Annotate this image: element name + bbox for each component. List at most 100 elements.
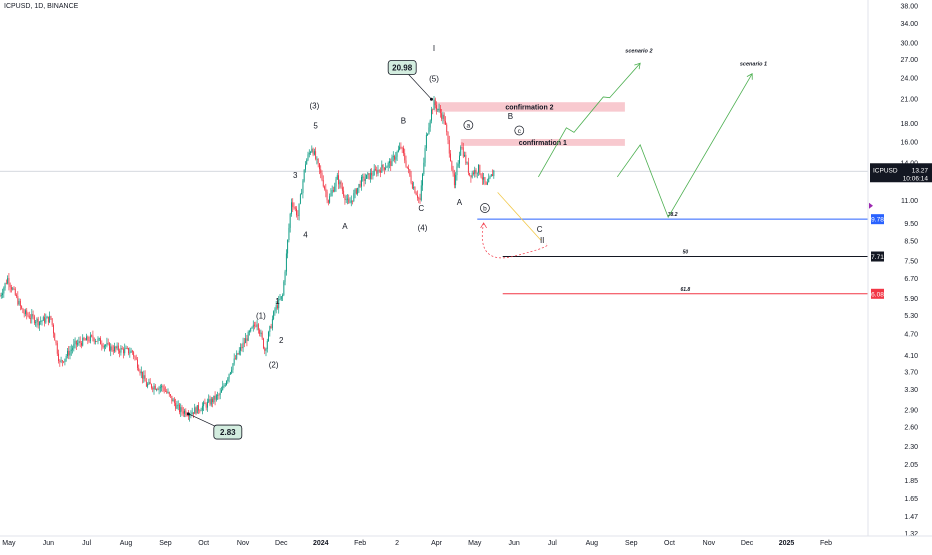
candle-body [229, 374, 230, 378]
candle-body [355, 189, 356, 193]
candle-body [67, 351, 68, 356]
candle-body [24, 313, 25, 314]
candle-body [253, 325, 254, 327]
candle-body [428, 127, 429, 133]
candle-body [425, 148, 426, 163]
candle-body [161, 386, 162, 387]
candle-body [127, 348, 128, 349]
candle-body [28, 315, 29, 316]
candle-body [56, 341, 57, 344]
price-tick-label: 1.85 [904, 478, 918, 485]
candle-body [187, 415, 188, 416]
candle-body [385, 168, 386, 170]
candle-body [148, 382, 149, 384]
candle-body [324, 186, 325, 188]
candle-body [418, 198, 419, 199]
candle-body [448, 132, 449, 140]
candle-body [454, 173, 455, 185]
candle-body [76, 341, 77, 345]
candle-body [484, 177, 485, 182]
candle-body [101, 344, 102, 346]
price-tick-label: 1.47 [904, 514, 918, 521]
candle-body [100, 338, 101, 344]
candle-body [7, 278, 8, 283]
candle-body [12, 289, 13, 290]
candle-body [376, 170, 377, 174]
candle-body [470, 175, 471, 177]
candle-body [486, 182, 487, 184]
candle-body [110, 346, 111, 350]
wave-label: A [457, 198, 463, 207]
candle-body [16, 295, 17, 296]
candle-body [188, 415, 189, 416]
candle-body [481, 174, 482, 177]
candle-body [379, 170, 380, 171]
candle-body [10, 285, 11, 287]
candle-body [357, 188, 358, 194]
candle-body [467, 163, 468, 164]
candle-body [78, 341, 79, 343]
wave-label: (1) [256, 311, 266, 320]
candle-body [90, 335, 91, 341]
candle-body [309, 153, 310, 154]
candle-body [216, 395, 217, 399]
candle-body [168, 392, 169, 393]
candle-body [225, 385, 226, 386]
candle-body [211, 399, 212, 405]
candle-body [474, 170, 475, 174]
callout-dot [430, 98, 433, 101]
candle-body [141, 372, 142, 374]
candle-body [441, 113, 442, 119]
candle-body [465, 155, 466, 163]
candle-body [87, 337, 88, 341]
candle-body [117, 346, 118, 349]
candle-body [92, 336, 93, 339]
candle-body [236, 353, 237, 359]
candle-body [318, 159, 319, 164]
candle-body [260, 333, 261, 334]
candle-body [250, 328, 251, 331]
candle-body [444, 115, 445, 121]
candle-body [259, 330, 260, 334]
candle-body [459, 156, 460, 164]
price-callout-text: 2.83 [220, 428, 236, 437]
candle-body [120, 348, 121, 353]
candle-body [180, 407, 181, 412]
candle-body [262, 333, 263, 339]
price-tick-label: 2.90 [904, 408, 918, 415]
candle-body [409, 169, 410, 175]
candle-body [201, 410, 202, 411]
candle-body [436, 105, 437, 109]
time-tick-label: Sep [159, 540, 172, 547]
candle-body [294, 207, 295, 208]
candle-body [473, 173, 474, 174]
candle-body [35, 322, 36, 323]
candle-body [390, 161, 391, 166]
candle-body [140, 371, 141, 373]
candle-body [453, 169, 454, 173]
candle-body [19, 301, 20, 304]
candle-body [64, 359, 65, 362]
time-tick-label: Apr [431, 540, 443, 547]
candle-body [437, 109, 438, 110]
candle-body [159, 388, 160, 390]
candle-body [166, 391, 167, 392]
wave-label: B [508, 112, 513, 121]
candle-body [290, 214, 291, 228]
candle-body [274, 309, 275, 311]
candle-body [264, 348, 265, 351]
candle-body [434, 100, 435, 110]
candle-body [282, 295, 283, 296]
candle-body [185, 411, 186, 415]
candle-body [406, 160, 407, 166]
candle-body [169, 392, 170, 394]
candle-body [322, 173, 323, 180]
candle-body [269, 326, 270, 332]
candle-body [26, 310, 27, 314]
candle-body [286, 253, 287, 271]
candle-body [113, 350, 114, 351]
candle-body [197, 405, 198, 413]
